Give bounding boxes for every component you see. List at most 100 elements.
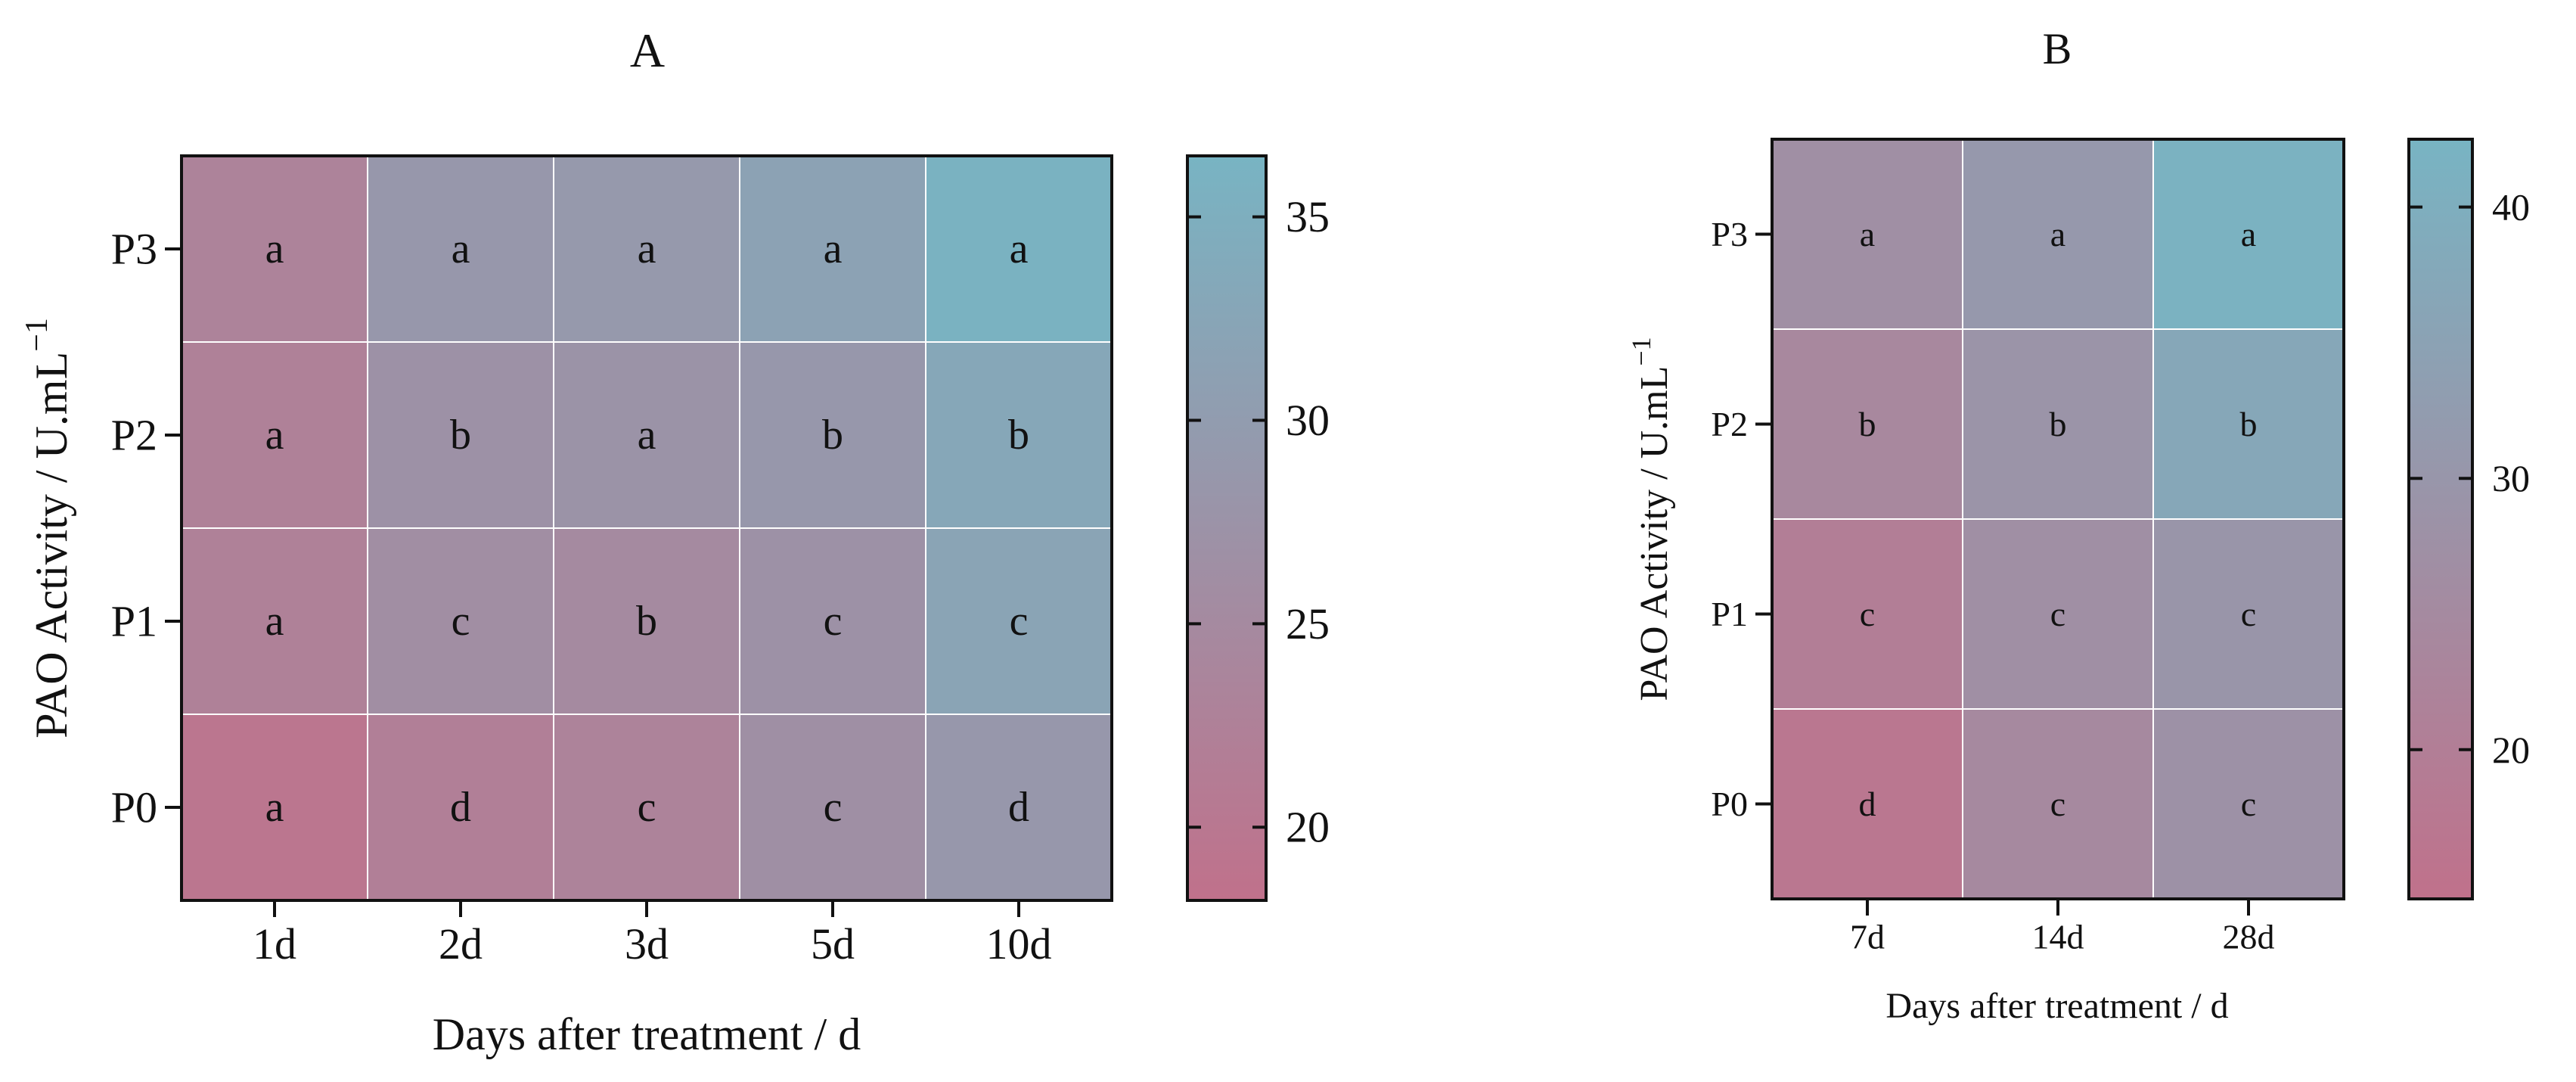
- panel-a-colorbar-ticks: 20 25 30 35: [1187, 192, 1330, 852]
- colorbar-tick-label: 20: [1286, 803, 1330, 852]
- cell-letter: a: [265, 225, 284, 272]
- y-tick-label: P3: [111, 225, 157, 274]
- x-tick-label: 1d: [253, 919, 296, 969]
- cell-letter: d: [1008, 784, 1029, 831]
- cell-letter: a: [824, 225, 843, 272]
- cell-letter: b: [636, 598, 657, 645]
- panel-a-heatmap: [181, 155, 1113, 901]
- cell-letter: a: [2050, 215, 2065, 253]
- x-tick-label: 14d: [2032, 918, 2084, 956]
- heatmap-cell-p1-5d: [739, 527, 926, 715]
- heatmap-cell-p3-7d: [1771, 138, 1963, 330]
- x-tick-label: 7d: [1850, 918, 1885, 956]
- heatmap-cell-p1-14d: [1962, 518, 2154, 710]
- colorbar-tick-label: 30: [2492, 457, 2530, 499]
- heatmap-cell-p1-10d: [925, 527, 1113, 715]
- cell-letter: c: [638, 784, 656, 831]
- heatmap-cell-p3-14d: [1962, 138, 2154, 330]
- cell-letter: b: [450, 412, 471, 459]
- cell-letter: b: [2050, 405, 2067, 443]
- panel-b-y-axis-label: PAO Activity / U.mL−1: [1626, 337, 1676, 701]
- panel-b-colorbar-ticks: 20 30 40: [2409, 186, 2530, 771]
- cell-letter: c: [2050, 595, 2065, 633]
- colorbar-tick-label: 30: [1286, 396, 1330, 445]
- cell-letter: b: [2240, 405, 2258, 443]
- cell-letter: c: [1010, 598, 1029, 645]
- x-tick-label: 28d: [2223, 918, 2275, 956]
- y-tick-label: P3: [1711, 215, 1748, 253]
- heatmap-cell-p3-28d: [2152, 138, 2345, 330]
- panel-b: B d c c c c c b b b a a a P0 P1 P2 P3 7d 14d 28d Days af…: [1626, 24, 2530, 1026]
- panel-b-colorbar: [2407, 138, 2474, 900]
- cell-letter: a: [1860, 215, 1875, 253]
- panel-a: A a d c c d a c b c c a b a b b a a a a a P0 P1 P2 P3 1d 2d 3d 5d…: [20, 23, 1330, 1059]
- cell-letter: c: [824, 784, 843, 831]
- cell-letter: a: [265, 784, 284, 831]
- heatmap-cell-p1-1d: [181, 527, 368, 715]
- y-tick-label: P1: [111, 597, 157, 646]
- heatmap-cell-p0-5d: [739, 714, 926, 901]
- heatmap-cell-p2-7d: [1771, 328, 1963, 520]
- y-tick-label: P2: [1711, 405, 1748, 443]
- panel-a-colorbar: [1186, 154, 1268, 902]
- x-tick-label: 10d: [986, 919, 1052, 969]
- y-tick-label: P0: [111, 783, 157, 832]
- heatmap-cell-p1-28d: [2152, 518, 2345, 710]
- x-tick-label: 2d: [439, 919, 483, 969]
- colorbar-tick-label: 20: [2492, 729, 2530, 771]
- panel-a-y-axis-label-superscript: −1: [20, 318, 54, 352]
- panel-b-x-axis-label: Days after treatment / d: [1885, 986, 2228, 1026]
- cell-letter: c: [2241, 595, 2256, 633]
- cell-letter: b: [1008, 412, 1029, 459]
- cell-letter: b: [822, 412, 843, 459]
- panel-b-y-axis-label-superscript: −1: [1626, 337, 1656, 365]
- cell-letter: a: [638, 412, 656, 459]
- panel-b-letters: d c c c c c b b b a a a: [1859, 215, 2258, 823]
- panel-a-y-axis-label-text: PAO Activity / U.mL: [26, 352, 76, 738]
- heatmap-cell-p3-3d: [553, 155, 740, 343]
- heatmap-cell-p0-10d: [925, 714, 1113, 901]
- panel-a-y-axis: P0 P1 P2 P3: [111, 225, 182, 832]
- cell-letter: d: [1859, 785, 1876, 823]
- x-tick-label: 3d: [625, 919, 669, 969]
- heatmap-cell-p2-10d: [925, 341, 1113, 529]
- heatmap-cell-p0-2d: [367, 714, 554, 901]
- colorbar-tick-label: 25: [1286, 599, 1330, 648]
- heatmap-cell-p1-7d: [1771, 518, 1963, 710]
- cell-letter: c: [2241, 785, 2256, 823]
- panel-b-heatmap: [1771, 138, 2345, 900]
- panel-b-title: B: [2043, 24, 2072, 73]
- cell-letter: a: [1010, 225, 1029, 272]
- y-tick-label: P2: [111, 411, 157, 460]
- panel-a-letters: a d c c d a c b c c a b a b b a a a a a: [265, 225, 1029, 831]
- cell-letter: a: [638, 225, 656, 272]
- y-tick-label: P1: [1711, 595, 1748, 633]
- cell-letter: c: [824, 598, 843, 645]
- y-tick-label: P0: [1711, 785, 1748, 823]
- cell-letter: c: [452, 598, 470, 645]
- heatmap-cell-p2-14d: [1962, 328, 2154, 520]
- panel-b-x-axis: 7d 14d 28d: [1850, 899, 2275, 956]
- panel-a-title: A: [630, 23, 665, 77]
- colorbar-tick-label: 35: [1286, 192, 1330, 241]
- cell-letter: a: [265, 412, 284, 459]
- heatmap-cell-p2-28d: [2152, 328, 2345, 520]
- cell-letter: c: [2050, 785, 2065, 823]
- heatmap-cell-p3-5d: [739, 155, 926, 343]
- cell-letter: c: [1860, 595, 1875, 633]
- cell-letter: a: [452, 225, 470, 272]
- cell-letter: b: [1859, 405, 1876, 443]
- panel-a-x-axis: 1d 2d 3d 5d 10d: [253, 900, 1052, 969]
- panel-a-x-axis-label: Days after treatment / d: [433, 1009, 861, 1059]
- x-tick-label: 5d: [811, 919, 855, 969]
- heatmap-cell-p1-2d: [367, 527, 554, 715]
- panel-b-y-axis-label-text: PAO Activity / U.mL: [1633, 366, 1676, 701]
- panel-a-y-axis-label: PAO Activity / U.mL−1: [20, 318, 76, 738]
- heatmap-cell-p0-1d: [181, 714, 368, 901]
- heatmap-cell-p3-10d: [925, 155, 1113, 343]
- heatmap-cell-p3-2d: [367, 155, 554, 343]
- heatmap-cell-p0-7d: [1771, 708, 1963, 900]
- heatmap-cell-p2-3d: [553, 341, 740, 529]
- heatmap-cell-p1-3d: [553, 527, 740, 715]
- cell-letter: d: [450, 784, 471, 831]
